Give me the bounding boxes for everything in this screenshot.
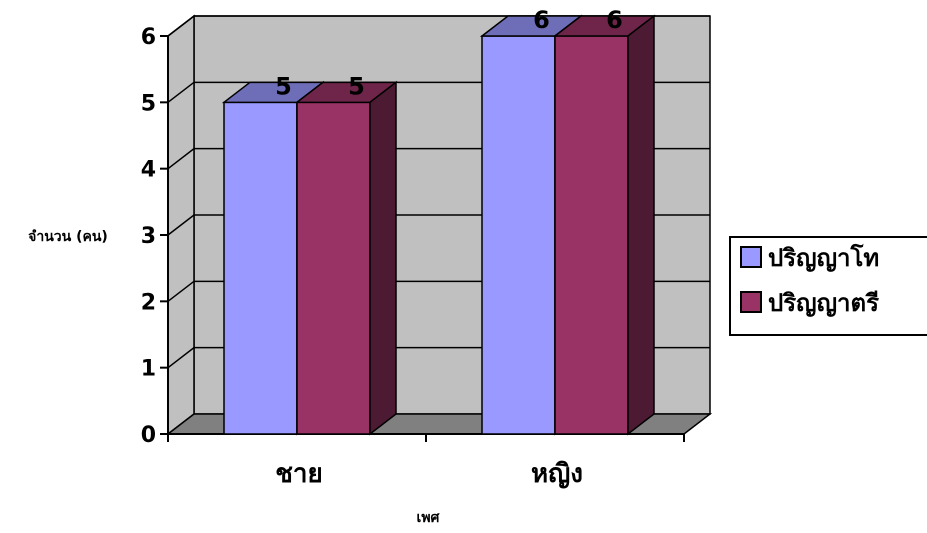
- legend-item-1: ปริญญาตรี: [740, 289, 879, 317]
- x-tick-labels: ชาย หญิง: [275, 459, 583, 489]
- legend-label: ปริญญาโท: [768, 243, 879, 272]
- legend: ปริญญาโท ปริญญาตรี: [729, 236, 927, 336]
- bar-front: [296, 101, 371, 435]
- y-axis-label: จำนวน (คน): [28, 229, 108, 245]
- y-tick-label: 1: [141, 357, 156, 382]
- y-tick-label: 4: [141, 158, 156, 183]
- data-label: 6: [533, 6, 550, 34]
- y-tick-label: 6: [141, 25, 156, 50]
- bar-front: [223, 101, 298, 435]
- data-labels: 5 5 6 6: [275, 6, 623, 100]
- legend-label: ปริญญาตรี: [768, 289, 879, 317]
- y-tick-label: 2: [141, 290, 156, 315]
- bar: [552, 14, 657, 436]
- x-tick-label: หญิง: [531, 459, 583, 489]
- y-tick-label: 0: [141, 423, 156, 448]
- y-tick-label: 5: [141, 91, 156, 116]
- y-tick-label: 3: [141, 224, 156, 249]
- x-tick-label: ชาย: [275, 459, 322, 489]
- bar-front: [481, 35, 556, 435]
- legend-swatch: [740, 291, 762, 313]
- bar-side: [627, 14, 655, 436]
- legend-swatch: [740, 246, 762, 268]
- y-tick-labels: 0 1 2 3 4 5 6: [141, 25, 156, 448]
- data-label: 6: [606, 6, 623, 34]
- data-label: 5: [348, 72, 365, 100]
- bar-side: [369, 80, 397, 436]
- data-label: 5: [275, 72, 292, 100]
- bar: [294, 80, 399, 436]
- bar-front: [554, 35, 629, 435]
- bars: [221, 14, 657, 436]
- x-axis-label: เพศ: [417, 510, 441, 526]
- legend-item-0: ปริญญาโท: [740, 243, 879, 272]
- legend-box: [729, 236, 927, 336]
